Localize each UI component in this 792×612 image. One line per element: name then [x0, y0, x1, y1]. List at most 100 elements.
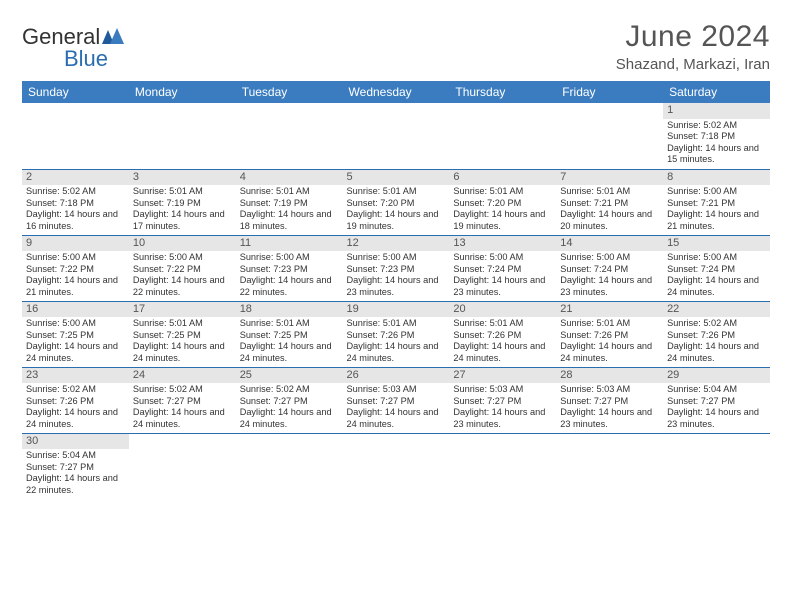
day-info: Sunrise: 5:01 AMSunset: 7:26 PMDaylight:… [556, 317, 663, 366]
day-number: 10 [129, 236, 236, 252]
day-cell: 16Sunrise: 5:00 AMSunset: 7:25 PMDayligh… [22, 301, 129, 367]
day-number: 7 [556, 170, 663, 186]
day-info: Sunrise: 5:00 AMSunset: 7:23 PMDaylight:… [343, 251, 450, 300]
day-cell: 7Sunrise: 5:01 AMSunset: 7:21 PMDaylight… [556, 169, 663, 235]
empty-cell [129, 103, 236, 169]
day-number: 15 [663, 236, 770, 252]
day-info: Sunrise: 5:01 AMSunset: 7:20 PMDaylight:… [449, 185, 556, 234]
day-info: Sunrise: 5:00 AMSunset: 7:25 PMDaylight:… [22, 317, 129, 366]
day-number: 22 [663, 302, 770, 318]
day-header: Wednesday [343, 81, 450, 103]
logo-word-b: Blue [64, 46, 108, 71]
empty-cell [236, 103, 343, 169]
day-number: 28 [556, 368, 663, 384]
day-number: 21 [556, 302, 663, 318]
empty-cell [343, 433, 450, 499]
day-number: 25 [236, 368, 343, 384]
day-cell: 5Sunrise: 5:01 AMSunset: 7:20 PMDaylight… [343, 169, 450, 235]
day-cell: 1Sunrise: 5:02 AMSunset: 7:18 PMDaylight… [663, 103, 770, 169]
day-info: Sunrise: 5:03 AMSunset: 7:27 PMDaylight:… [343, 383, 450, 432]
logo-text: General Blue [22, 26, 124, 70]
day-cell: 15Sunrise: 5:00 AMSunset: 7:24 PMDayligh… [663, 235, 770, 301]
day-cell: 14Sunrise: 5:00 AMSunset: 7:24 PMDayligh… [556, 235, 663, 301]
day-cell: 18Sunrise: 5:01 AMSunset: 7:25 PMDayligh… [236, 301, 343, 367]
day-info: Sunrise: 5:03 AMSunset: 7:27 PMDaylight:… [556, 383, 663, 432]
day-info: Sunrise: 5:01 AMSunset: 7:25 PMDaylight:… [129, 317, 236, 366]
day-number: 4 [236, 170, 343, 186]
day-cell: 21Sunrise: 5:01 AMSunset: 7:26 PMDayligh… [556, 301, 663, 367]
day-info: Sunrise: 5:00 AMSunset: 7:24 PMDaylight:… [556, 251, 663, 300]
day-info: Sunrise: 5:00 AMSunset: 7:21 PMDaylight:… [663, 185, 770, 234]
day-cell: 10Sunrise: 5:00 AMSunset: 7:22 PMDayligh… [129, 235, 236, 301]
empty-cell [22, 103, 129, 169]
day-cell: 30Sunrise: 5:04 AMSunset: 7:27 PMDayligh… [22, 433, 129, 499]
location: Shazand, Markazi, Iran [616, 56, 770, 73]
calendar-row: 2Sunrise: 5:02 AMSunset: 7:18 PMDaylight… [22, 169, 770, 235]
day-header: Monday [129, 81, 236, 103]
day-header: Friday [556, 81, 663, 103]
day-number: 18 [236, 302, 343, 318]
day-info: Sunrise: 5:01 AMSunset: 7:19 PMDaylight:… [129, 185, 236, 234]
day-cell: 22Sunrise: 5:02 AMSunset: 7:26 PMDayligh… [663, 301, 770, 367]
day-cell: 28Sunrise: 5:03 AMSunset: 7:27 PMDayligh… [556, 367, 663, 433]
day-info: Sunrise: 5:01 AMSunset: 7:20 PMDaylight:… [343, 185, 450, 234]
day-number: 11 [236, 236, 343, 252]
day-number: 13 [449, 236, 556, 252]
day-number: 29 [663, 368, 770, 384]
calendar-row: 9Sunrise: 5:00 AMSunset: 7:22 PMDaylight… [22, 235, 770, 301]
day-cell: 24Sunrise: 5:02 AMSunset: 7:27 PMDayligh… [129, 367, 236, 433]
day-number: 16 [22, 302, 129, 318]
day-number: 23 [22, 368, 129, 384]
day-info: Sunrise: 5:00 AMSunset: 7:22 PMDaylight:… [22, 251, 129, 300]
day-header-row: SundayMondayTuesdayWednesdayThursdayFrid… [22, 81, 770, 103]
day-cell: 20Sunrise: 5:01 AMSunset: 7:26 PMDayligh… [449, 301, 556, 367]
day-number: 2 [22, 170, 129, 186]
day-number: 12 [343, 236, 450, 252]
day-info: Sunrise: 5:02 AMSunset: 7:18 PMDaylight:… [663, 119, 770, 168]
empty-cell [343, 103, 450, 169]
empty-cell [449, 433, 556, 499]
day-info: Sunrise: 5:01 AMSunset: 7:26 PMDaylight:… [343, 317, 450, 366]
day-info: Sunrise: 5:02 AMSunset: 7:26 PMDaylight:… [663, 317, 770, 366]
day-number: 14 [556, 236, 663, 252]
month-title: June 2024 [616, 20, 770, 54]
day-number: 17 [129, 302, 236, 318]
day-header: Tuesday [236, 81, 343, 103]
day-info: Sunrise: 5:00 AMSunset: 7:24 PMDaylight:… [449, 251, 556, 300]
empty-cell [556, 103, 663, 169]
day-number: 6 [449, 170, 556, 186]
day-cell: 11Sunrise: 5:00 AMSunset: 7:23 PMDayligh… [236, 235, 343, 301]
day-number: 26 [343, 368, 450, 384]
day-header: Thursday [449, 81, 556, 103]
day-cell: 12Sunrise: 5:00 AMSunset: 7:23 PMDayligh… [343, 235, 450, 301]
day-cell: 4Sunrise: 5:01 AMSunset: 7:19 PMDaylight… [236, 169, 343, 235]
title-block: June 2024 Shazand, Markazi, Iran [616, 20, 770, 73]
day-number: 9 [22, 236, 129, 252]
day-cell: 25Sunrise: 5:02 AMSunset: 7:27 PMDayligh… [236, 367, 343, 433]
day-cell: 13Sunrise: 5:00 AMSunset: 7:24 PMDayligh… [449, 235, 556, 301]
day-header: Sunday [22, 81, 129, 103]
day-number: 5 [343, 170, 450, 186]
day-number: 8 [663, 170, 770, 186]
day-info: Sunrise: 5:04 AMSunset: 7:27 PMDaylight:… [22, 449, 129, 498]
day-info: Sunrise: 5:01 AMSunset: 7:26 PMDaylight:… [449, 317, 556, 366]
empty-cell [449, 103, 556, 169]
day-cell: 9Sunrise: 5:00 AMSunset: 7:22 PMDaylight… [22, 235, 129, 301]
day-number: 19 [343, 302, 450, 318]
empty-cell [663, 433, 770, 499]
day-info: Sunrise: 5:02 AMSunset: 7:27 PMDaylight:… [129, 383, 236, 432]
day-cell: 6Sunrise: 5:01 AMSunset: 7:20 PMDaylight… [449, 169, 556, 235]
day-cell: 8Sunrise: 5:00 AMSunset: 7:21 PMDaylight… [663, 169, 770, 235]
day-info: Sunrise: 5:00 AMSunset: 7:23 PMDaylight:… [236, 251, 343, 300]
day-info: Sunrise: 5:02 AMSunset: 7:18 PMDaylight:… [22, 185, 129, 234]
day-number: 27 [449, 368, 556, 384]
day-info: Sunrise: 5:00 AMSunset: 7:24 PMDaylight:… [663, 251, 770, 300]
day-info: Sunrise: 5:04 AMSunset: 7:27 PMDaylight:… [663, 383, 770, 432]
logo: General Blue [22, 26, 124, 70]
day-info: Sunrise: 5:02 AMSunset: 7:27 PMDaylight:… [236, 383, 343, 432]
calendar-table: SundayMondayTuesdayWednesdayThursdayFrid… [22, 81, 770, 499]
day-cell: 3Sunrise: 5:01 AMSunset: 7:19 PMDaylight… [129, 169, 236, 235]
day-cell: 23Sunrise: 5:02 AMSunset: 7:26 PMDayligh… [22, 367, 129, 433]
day-number: 3 [129, 170, 236, 186]
day-info: Sunrise: 5:01 AMSunset: 7:19 PMDaylight:… [236, 185, 343, 234]
